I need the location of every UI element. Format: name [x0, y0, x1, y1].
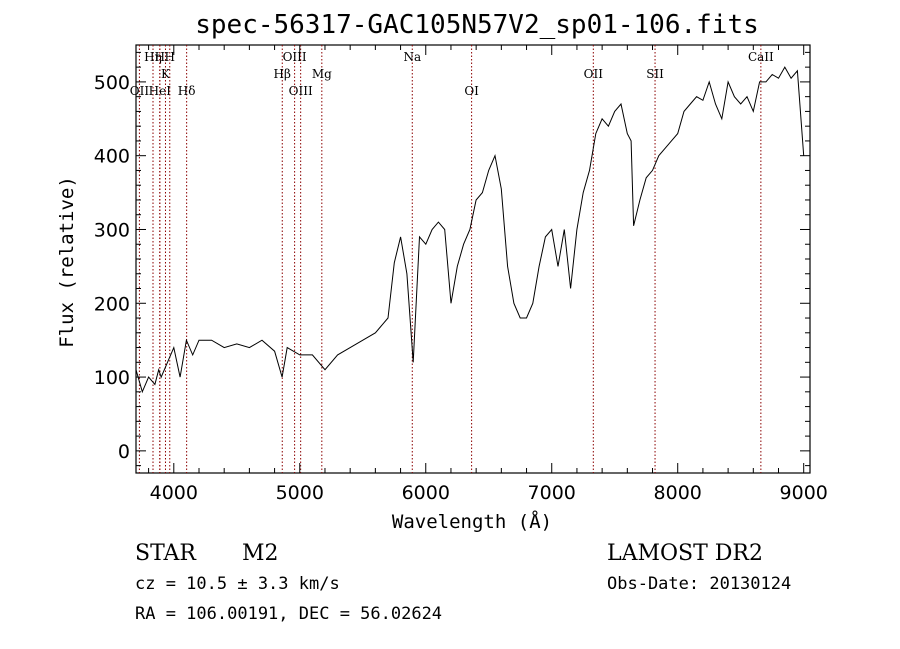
spectrum-series-line — [135, 66, 805, 394]
spectral-line-label: H — [165, 50, 175, 64]
spectral-line-label: OII — [584, 67, 604, 81]
spectral-line-label: Hη — [144, 50, 162, 64]
y-tick-label: 200 — [94, 293, 130, 315]
spectral-line-label: Hδ — [178, 84, 196, 98]
y-tick-label: 500 — [94, 72, 130, 94]
spectral-line-label: HeI — [149, 84, 172, 98]
y-tick-label: 100 — [94, 367, 130, 389]
spectral-subclass: M2 — [242, 541, 279, 566]
object-class: STAR — [135, 541, 196, 566]
x-axis-label: Wavelength (Å) — [392, 510, 552, 533]
spectral-line-label: Mg — [312, 67, 332, 81]
y-tick-label: 0 — [118, 441, 130, 463]
x-tick-label: 5000 — [276, 482, 324, 504]
observation-date: Obs-Date: 20130124 — [607, 574, 792, 594]
x-tick-label: 7000 — [528, 482, 576, 504]
sky-coordinates: RA = 106.00191, DEC = 56.02624 — [135, 604, 443, 624]
survey-name: LAMOST DR2 — [607, 541, 763, 566]
spectral-line-label: OI — [464, 84, 479, 98]
y-axis-label: Flux (relative) — [56, 176, 78, 348]
spectral-line-label: OIII — [283, 50, 307, 64]
x-tick-label: 9000 — [780, 482, 828, 504]
spectral-line-label: OIII — [289, 84, 313, 98]
spectral-line-label: Na — [403, 50, 421, 64]
spectral-line-label: Hβ — [274, 67, 291, 81]
y-tick-label: 400 — [94, 146, 130, 168]
redshift-value: cz = 10.5 ± 3.3 km/s — [135, 574, 340, 594]
x-tick-label: 6000 — [402, 482, 450, 504]
x-tick-label: 4000 — [150, 482, 198, 504]
y-tick-label: 300 — [94, 219, 130, 241]
chart-title: spec-56317-GAC105N57V2_sp01-106.fits — [195, 10, 759, 40]
spectral-line-label: CaII — [748, 50, 774, 64]
plot-frame — [135, 44, 811, 474]
spectral-line-label: OII — [130, 84, 150, 98]
axis-ticks: 4000 5000 6000 7000 8000 9000 0 100 200 300 400 500 — [94, 45, 828, 504]
spectral-line-label: K — [161, 67, 171, 81]
x-tick-label: 8000 — [654, 482, 702, 504]
spectral-line-label: SII — [646, 67, 664, 81]
